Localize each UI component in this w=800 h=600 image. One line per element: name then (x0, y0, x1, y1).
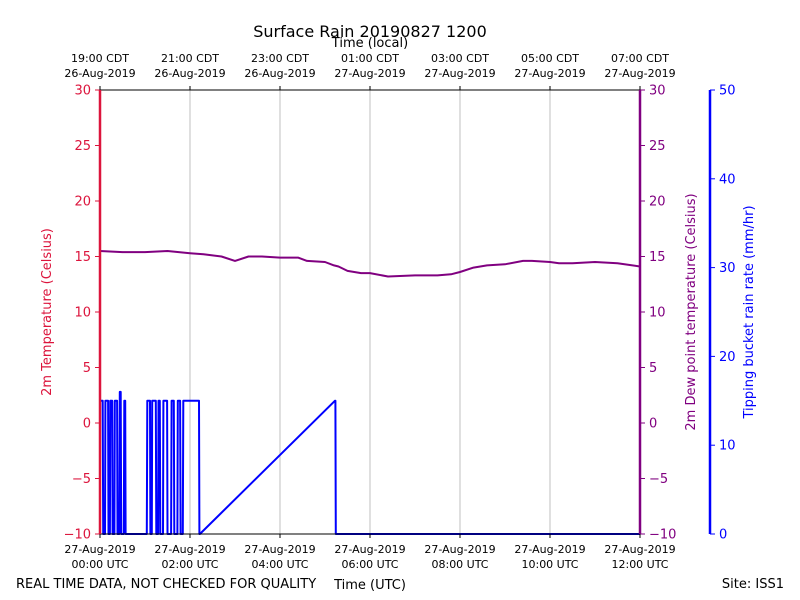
utc-tick-time-label: 06:00 UTC (341, 558, 398, 571)
temperature-tick-label: 10 (74, 306, 91, 321)
temperature-tick-label: 30 (74, 84, 91, 99)
dewpoint-tick-label: 10 (649, 306, 666, 321)
utc-tick-time-label: 12:00 UTC (611, 558, 668, 571)
local-tick-time-label: 21:00 CDT (161, 52, 219, 65)
utc-tick-date-label: 27-Aug-2019 (514, 543, 585, 556)
local-tick-time-label: 19:00 CDT (71, 52, 129, 65)
top-axis-title: Time (local) (331, 36, 408, 51)
temperature-tick-label: 5 (83, 361, 91, 376)
utc-tick-date-label: 27-Aug-2019 (424, 543, 495, 556)
temperature-tick-label: 0 (83, 417, 91, 432)
tick-layer: −10 −5 0 5 10 15 20 25 30 −10 −5 0 5 10 15 20 25 30 0 10 20 3… (64, 52, 736, 571)
temperature-axis-label: 2m Temperature (Celsius) (40, 228, 55, 396)
dewpoint-tick-label: 15 (649, 250, 666, 265)
site-label: Site: ISS1 (722, 577, 784, 592)
temperature-tick-label: 25 (74, 139, 91, 154)
local-tick-date-label: 27-Aug-2019 (334, 67, 405, 80)
temperature-tick-label: 15 (74, 250, 91, 265)
utc-tick-date-label: 27-Aug-2019 (244, 543, 315, 556)
dewpoint-axis-label: 2m Dew point temperature (Celsius) (684, 193, 699, 430)
rain-tick-label: 20 (719, 350, 736, 365)
local-tick-date-label: 26-Aug-2019 (244, 67, 315, 80)
local-tick-date-label: 27-Aug-2019 (514, 67, 585, 80)
rain-tick-label: 0 (719, 528, 727, 543)
x-axis-label: Time (UTC) (333, 578, 406, 593)
utc-tick-date-label: 27-Aug-2019 (64, 543, 135, 556)
utc-tick-time-label: 08:00 UTC (431, 558, 488, 571)
rain-tick-label: 10 (719, 439, 736, 454)
rain-tick-label: 30 (719, 261, 736, 276)
local-tick-time-label: 03:00 CDT (431, 52, 489, 65)
rain-axis-label: Tipping bucket rain rate (mm/hr) (742, 205, 757, 419)
local-tick-date-label: 27-Aug-2019 (424, 67, 495, 80)
chart-title: Surface Rain 20190827 1200 (253, 22, 487, 41)
dewpoint-tick-label: 30 (649, 84, 666, 99)
local-tick-date-label: 26-Aug-2019 (154, 67, 225, 80)
temperature-tick-label: −10 (64, 528, 91, 543)
temperature-tick-label: −5 (72, 472, 91, 487)
local-tick-time-label: 07:00 CDT (611, 52, 669, 65)
utc-tick-time-label: 04:00 UTC (251, 558, 308, 571)
grid-layer (189, 90, 551, 534)
local-tick-time-label: 23:00 CDT (251, 52, 309, 65)
rain-tick-label: 50 (719, 84, 736, 99)
utc-tick-date-label: 27-Aug-2019 (154, 543, 225, 556)
dewpoint-tick-label: 25 (649, 139, 666, 154)
dewpoint-tick-label: −10 (649, 528, 676, 543)
frame-layer (98, 89, 712, 535)
local-tick-time-label: 01:00 CDT (341, 52, 399, 65)
local-tick-date-label: 27-Aug-2019 (604, 67, 675, 80)
temperature-tick-label: 20 (74, 195, 91, 210)
dewpoint-tick-label: 20 (649, 195, 666, 210)
quality-disclaimer: REAL TIME DATA, NOT CHECKED FOR QUALITY (16, 577, 316, 592)
rain-tick-label: 40 (719, 172, 736, 187)
utc-tick-time-label: 02:00 UTC (161, 558, 218, 571)
local-tick-time-label: 05:00 CDT (521, 52, 579, 65)
dewpoint-tick-label: −5 (649, 472, 668, 487)
local-tick-date-label: 26-Aug-2019 (64, 67, 135, 80)
utc-tick-time-label: 10:00 UTC (521, 558, 578, 571)
utc-tick-date-label: 27-Aug-2019 (334, 543, 405, 556)
dewpoint-tick-label: 5 (649, 361, 657, 376)
dewpoint-tick-label: 0 (649, 417, 657, 432)
utc-tick-date-label: 27-Aug-2019 (604, 543, 675, 556)
dewpoint-line (99, 250, 641, 278)
utc-tick-time-label: 00:00 UTC (71, 558, 128, 571)
